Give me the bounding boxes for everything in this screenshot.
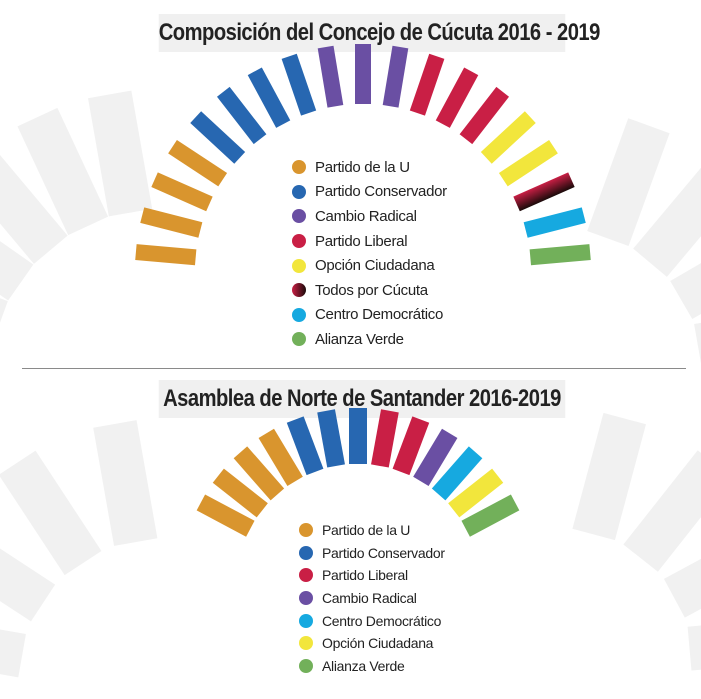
background-bar bbox=[0, 143, 68, 264]
legend-swatch bbox=[292, 307, 306, 322]
legend-label: Cambio Radical bbox=[315, 207, 417, 225]
legend-label: Partido Liberal bbox=[315, 232, 408, 250]
seat-bar bbox=[523, 207, 586, 238]
legend-label: Alianza Verde bbox=[315, 330, 404, 348]
seat-arc bbox=[135, 44, 591, 266]
legend-label: Opción Ciudadana bbox=[322, 635, 434, 652]
seat-bar bbox=[448, 468, 504, 518]
legend-label: Partido Conservador bbox=[322, 544, 445, 561]
seat-bar bbox=[355, 44, 371, 104]
seat-bar bbox=[168, 140, 228, 187]
seat-bar bbox=[190, 111, 246, 164]
seat-bar bbox=[480, 111, 536, 164]
seat-bar bbox=[216, 86, 267, 145]
legend-label: Opción Ciudadana bbox=[315, 257, 435, 275]
legend-swatch bbox=[292, 209, 306, 224]
legend-item: Partido Conservador bbox=[292, 180, 447, 205]
seat-bar bbox=[392, 416, 430, 476]
seat-bar bbox=[317, 45, 344, 108]
seat-bar bbox=[435, 67, 479, 128]
seat-bar bbox=[196, 494, 255, 537]
seat-bar bbox=[459, 86, 510, 145]
background-bar bbox=[93, 420, 158, 546]
legend-item: Opción Ciudadana bbox=[299, 632, 445, 655]
chart-title: Composición del Concejo de Cúcuta 2016 -… bbox=[158, 14, 600, 52]
legend-item: Partido Conservador bbox=[299, 542, 445, 565]
background-bar bbox=[0, 450, 102, 576]
legend-swatch bbox=[299, 613, 313, 628]
legend-swatch bbox=[299, 568, 313, 583]
legend-swatch bbox=[292, 160, 306, 175]
legend-swatch bbox=[292, 283, 306, 298]
legend-item: Todos por Cúcuta bbox=[292, 278, 447, 303]
legend-item: Partido Liberal bbox=[299, 564, 445, 587]
background-bar bbox=[572, 412, 646, 541]
seat-bar bbox=[233, 446, 285, 501]
background-bar bbox=[0, 518, 56, 622]
seat-bar bbox=[286, 416, 324, 476]
seat-bar bbox=[529, 244, 591, 266]
legend-label: Partido Conservador bbox=[315, 183, 447, 201]
seat-bar bbox=[382, 45, 409, 108]
background-bar bbox=[587, 118, 670, 247]
legend-label: Partido de la U bbox=[315, 158, 410, 176]
background-bar bbox=[663, 521, 701, 618]
seat-bar bbox=[498, 140, 558, 187]
seat-bar bbox=[349, 408, 367, 464]
legend-swatch bbox=[292, 332, 306, 347]
legend-swatch bbox=[292, 258, 306, 273]
background-bar bbox=[623, 450, 701, 572]
seat-bar bbox=[135, 244, 197, 266]
legend-swatch bbox=[299, 523, 313, 538]
seat-arc bbox=[196, 408, 520, 537]
legend: Partido de la U Partido Conservador Cambio… bbox=[292, 155, 447, 352]
legend-swatch bbox=[292, 184, 306, 199]
legend-label: Cambio Radical bbox=[322, 590, 417, 607]
seat-bar bbox=[258, 428, 303, 487]
seat-bar bbox=[461, 494, 520, 537]
legend-label: Partido de la U bbox=[322, 522, 411, 539]
legend-swatch bbox=[299, 636, 313, 651]
seat-bar bbox=[513, 172, 575, 212]
seat-bar bbox=[151, 172, 213, 212]
legend-swatch bbox=[299, 658, 313, 673]
seat-bar bbox=[281, 53, 317, 116]
background-bar bbox=[88, 90, 153, 217]
seat-bar bbox=[140, 207, 203, 238]
seat-bar bbox=[371, 409, 399, 468]
background-bar bbox=[633, 156, 701, 277]
asamblea-chart: Asamblea de Norte de Santander 2016-2019… bbox=[0, 372, 701, 699]
seat-bar bbox=[413, 428, 458, 487]
seat-bar bbox=[431, 446, 483, 501]
seat-bar bbox=[247, 67, 291, 128]
seat-bar bbox=[212, 468, 268, 518]
legend-item: Alianza Verde bbox=[292, 327, 447, 352]
legend-swatch bbox=[299, 591, 313, 606]
concejo-chart: Composición del Concejo de Cúcuta 2016 -… bbox=[135, 14, 600, 352]
legend-swatch bbox=[299, 545, 313, 560]
legend-item: Partido de la U bbox=[299, 519, 445, 542]
legend-item: Cambio Radical bbox=[292, 204, 447, 229]
legend: Partido de la U Partido Conservador Partid… bbox=[299, 519, 445, 677]
background-bar bbox=[17, 107, 109, 236]
legend-label: Alianza Verde bbox=[322, 657, 405, 674]
legend-label: Centro Democrático bbox=[315, 306, 443, 324]
legend-item: Alianza Verde bbox=[299, 655, 445, 678]
legend-item: Partido de la U bbox=[292, 155, 447, 180]
legend-item: Centro Democrático bbox=[299, 609, 445, 632]
legend-label: Partido Liberal bbox=[322, 567, 408, 584]
legend-swatch bbox=[292, 234, 306, 249]
legend-label: Todos por Cúcuta bbox=[315, 281, 428, 299]
seat-bar bbox=[409, 53, 445, 116]
legend-item: Cambio Radical bbox=[299, 587, 445, 610]
legend-label: Centro Democrático bbox=[322, 612, 442, 629]
legend-item: Opción Ciudadana bbox=[292, 253, 447, 278]
divider bbox=[22, 368, 686, 369]
seat-bar bbox=[317, 409, 345, 468]
legend-item: Centro Democrático bbox=[292, 303, 447, 328]
legend-item: Partido Liberal bbox=[292, 229, 447, 254]
background-bar bbox=[0, 195, 34, 301]
